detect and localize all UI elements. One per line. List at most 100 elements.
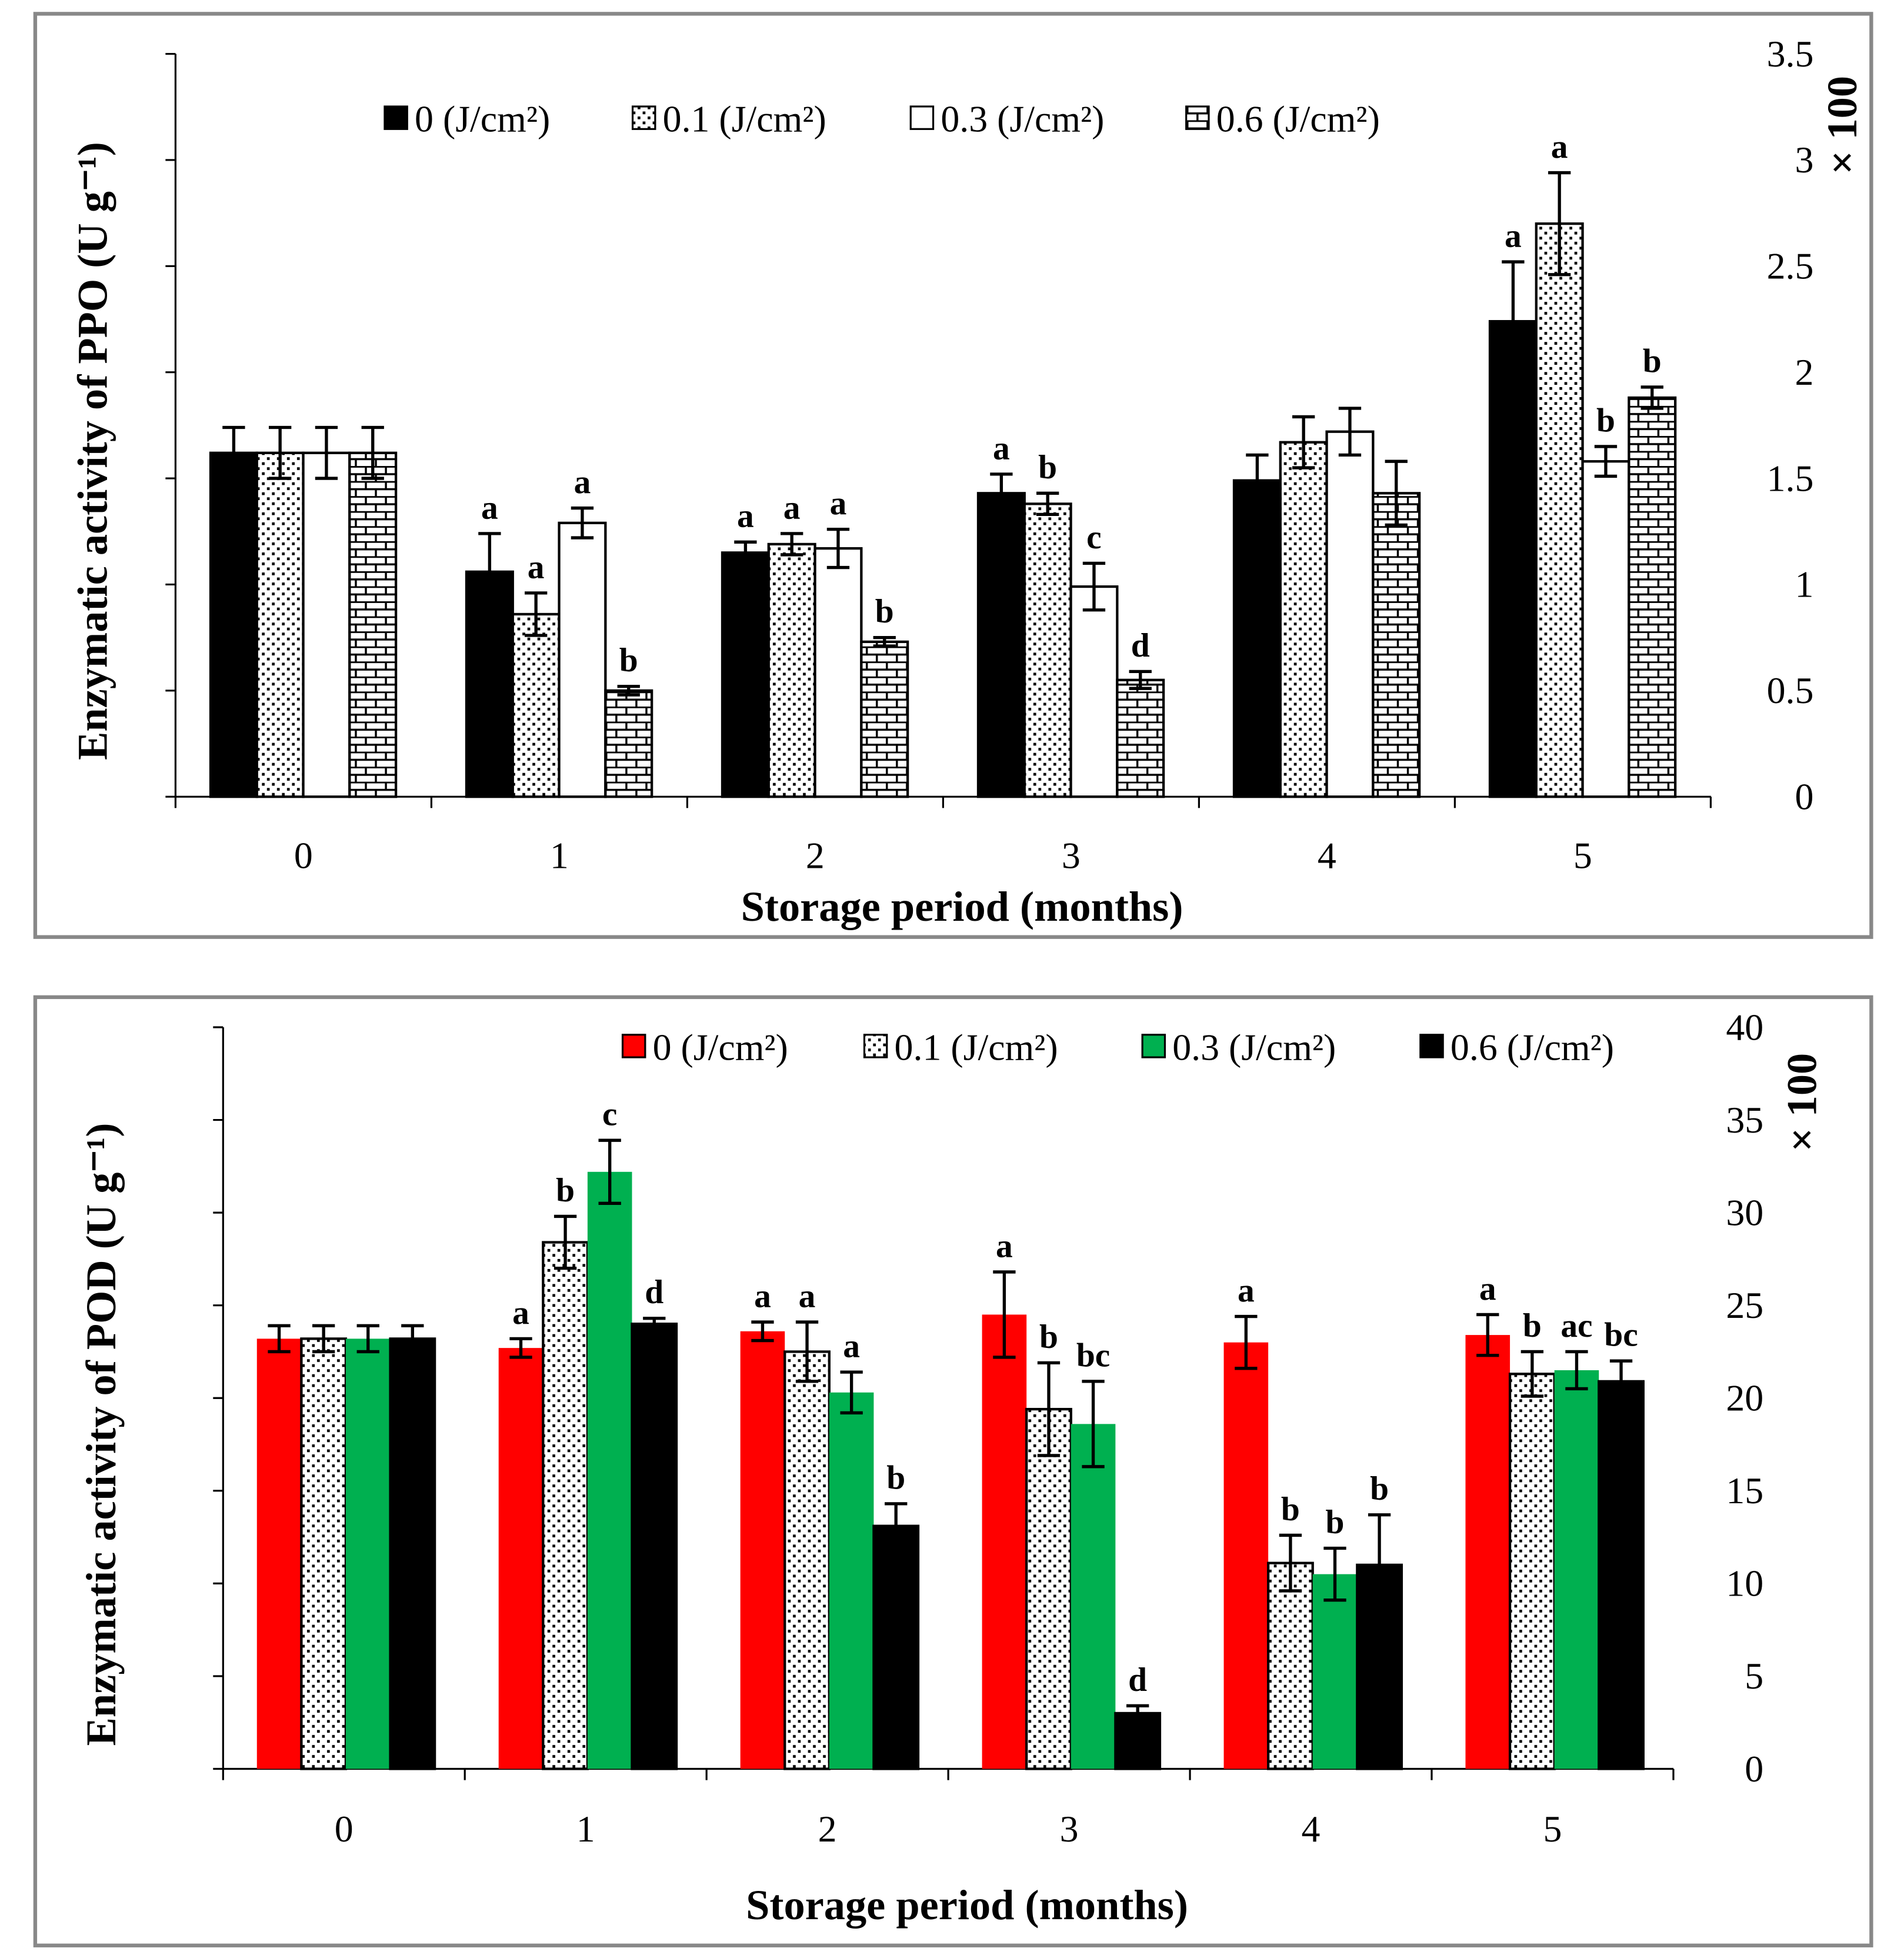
significance-letter: a [783,489,801,526]
legend-swatch [1419,1034,1444,1058]
error-bar [990,472,1013,514]
bar [813,547,863,798]
bar [1279,441,1328,798]
bar [740,1331,785,1769]
error-bar [361,425,384,480]
significance-letter: b [556,1172,575,1209]
bar [1071,1424,1116,1769]
legend-swatch [384,105,408,130]
bar [1267,1561,1314,1770]
significance-letter: d [1131,627,1150,664]
error-bar [1037,1361,1061,1457]
bar [511,612,561,798]
x-tick-label: 0 [335,1808,354,1850]
x-tick-label: 2 [806,835,825,877]
significance-letter: b [619,642,638,679]
error-bar [315,425,338,480]
bar [389,1337,436,1770]
error-bar [1368,1513,1391,1617]
significance-letter: a [481,489,498,526]
bar [1465,1335,1510,1769]
bar [1598,1380,1645,1770]
y-tick-label: 15 [1726,1470,1763,1511]
error-bar [571,506,594,540]
significance-letter: a [996,1227,1013,1264]
y-tick-label: 1.5 [1767,457,1814,499]
significance-letter: a [799,1277,816,1314]
error-bar [598,1138,621,1206]
error-bar [1246,453,1269,508]
error-bar [1235,1314,1258,1370]
significance-letter: b [1643,342,1662,379]
significance-letter: a [574,464,591,501]
y-tick-label: 0 [1795,775,1813,817]
bar [1116,678,1165,798]
error-bar [1565,1350,1588,1391]
x-tick-label: 4 [1318,835,1336,877]
y-axis-title: Enzymatic activity of PPO (U g⁻¹) [68,142,116,760]
error-bar [1385,459,1408,527]
error-bar [795,1320,819,1383]
bar [976,492,1026,798]
error-bar [1502,260,1525,382]
error-bar [509,1337,532,1359]
bar [721,551,770,798]
error-bar [268,1324,291,1354]
bar [300,1337,348,1770]
x-tick-label: 1 [576,1808,595,1850]
error-bar [401,1324,424,1354]
error-bar [269,425,292,480]
y-tick-label: 5 [1745,1655,1763,1697]
bar [829,1392,874,1769]
error-bar [826,527,850,570]
y-tick-label: 30 [1726,1191,1763,1233]
significance-letter: ac [1560,1307,1592,1344]
bar [1114,1711,1162,1770]
significance-letter: bc [1076,1337,1110,1374]
significance-letter: a [843,1328,860,1365]
significance-letter: b [886,1459,905,1496]
bar [209,451,258,798]
x-axis-title: Storage period (months) [746,1881,1188,1929]
significance-letter: d [645,1274,663,1311]
y-tick-label: 10 [1726,1563,1763,1604]
x-tick-label: 4 [1302,1808,1321,1850]
ppo-chart: 0 0.5 1 1.5 2 2.5 3 3.5× 100 0 1 2 3 4 5 Storage perio… [68,33,1866,930]
bar [302,451,351,798]
error-bar [873,635,896,648]
error-bar [525,591,548,637]
y-tick-label: 3.5 [1767,33,1814,75]
y-tick-label: 35 [1726,1099,1763,1141]
ppo-panel-border [33,12,1873,939]
bar [1312,1574,1358,1769]
bar [256,1338,302,1769]
error-bar [1609,1359,1633,1404]
significance-letter: a [1238,1272,1255,1309]
error-bar [734,540,757,565]
significance-letter: bc [1604,1317,1638,1354]
bar [348,451,398,798]
x-tick-label: 0 [294,835,313,877]
bar [783,1350,831,1770]
legend-label: 0.3 (J/cm²) [941,98,1104,140]
error-bar [1292,415,1315,469]
significance-letter: b [1039,1318,1058,1356]
y-axis-title: Enzymatic activity of POD (U g⁻¹) [77,1123,125,1746]
bar [1025,1408,1072,1770]
bar [542,1241,589,1770]
significance-letter: b [1281,1491,1300,1528]
y-multiplier-label: × 100 [1778,1053,1826,1152]
error-bar [1594,445,1618,478]
bar [982,1314,1027,1769]
error-bar [781,532,803,557]
x-axis-title: Storage period (months) [741,883,1183,930]
error-bar [1323,1546,1346,1602]
bar [1023,502,1072,798]
bar [860,640,909,798]
error-bar [1082,1380,1105,1468]
bar [558,521,607,798]
legend-label: 0.6 (J/cm²) [1450,1026,1614,1068]
significance-letter: b [875,593,894,630]
error-bar [885,1502,908,1550]
